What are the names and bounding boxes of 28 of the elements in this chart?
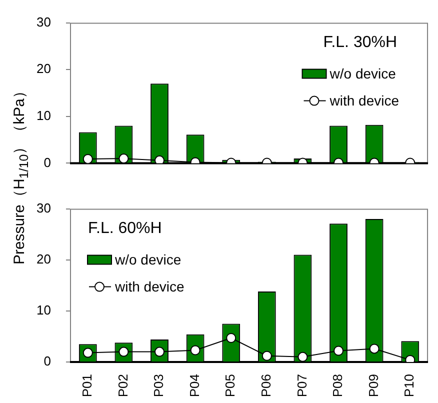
y-tick-label: 30 (36, 200, 51, 216)
point (334, 346, 344, 356)
y-tick-label: 10 (36, 302, 51, 318)
x-tick-label: P02 (115, 374, 130, 398)
x-tick-label: P06 (258, 374, 274, 398)
x-tick-label: P05 (222, 374, 238, 398)
x-tick-label: P09 (366, 374, 381, 398)
x-tick-label: P04 (186, 374, 202, 398)
text: F.L. 60%H (88, 220, 162, 238)
legend-label: with device (114, 278, 184, 295)
y-tick-label: 0 (44, 154, 51, 170)
y-tick-label: 10 (36, 108, 51, 123)
point (369, 344, 380, 354)
x-tick-label: P10 (402, 374, 417, 398)
y-tick-label: 0 (44, 354, 51, 369)
point (262, 350, 272, 361)
x-tick-label: P08 (330, 374, 346, 398)
x-tick-label: P03 (151, 374, 166, 398)
y-tick-label: 20 (36, 61, 51, 76)
x-tick-label: P01 (79, 374, 94, 398)
legend-label: w/o device (328, 66, 396, 82)
text: F.L. 30%H (323, 34, 398, 52)
x-tick-label: P07 (294, 374, 310, 398)
y-tick-label: 30 (36, 14, 51, 30)
legend-label: with device (328, 92, 400, 109)
point (298, 352, 308, 362)
legend-label: w/o device (114, 252, 182, 268)
y-tick-label: 20 (36, 251, 51, 266)
